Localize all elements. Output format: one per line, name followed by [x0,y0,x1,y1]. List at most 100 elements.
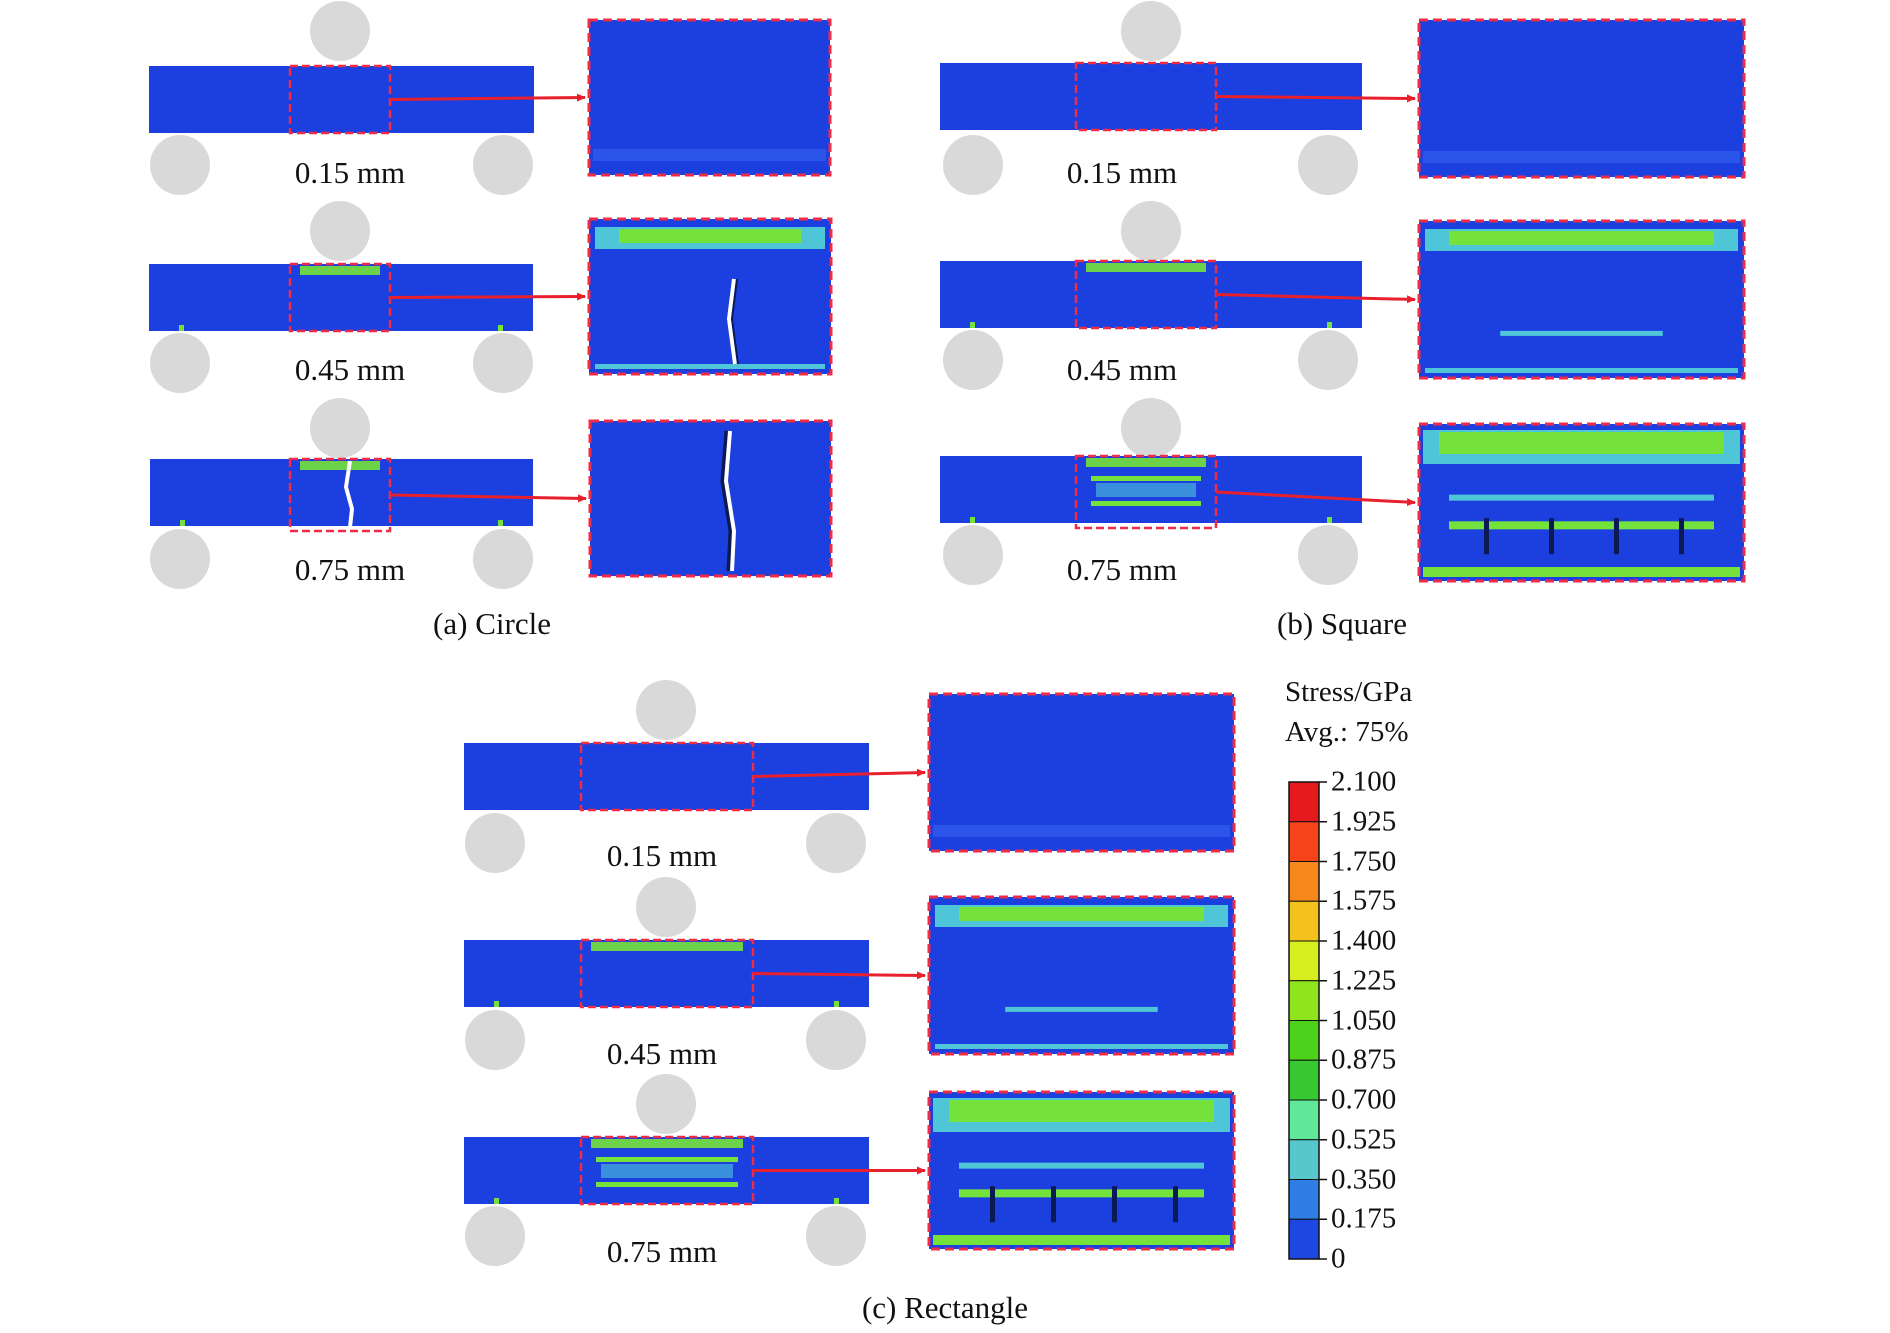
zoom-bottom-band [935,1044,1228,1049]
zoom-frame [587,18,832,177]
panel-c-disp-2: 0.45 mm [606,1036,718,1071]
zoom-frame [927,895,1236,1056]
zoom-arrow [389,493,587,503]
zoomed-detail [927,895,1236,1056]
zoom-crack [726,278,737,365]
beam-foot-stress-left [179,325,184,331]
zoomed-detail [587,18,832,177]
panel-b-row-2 [940,201,1746,390]
color-bar-segment [1288,1179,1320,1220]
zoom-bottom-band [1423,567,1740,577]
loading-roller [310,1,370,61]
loading-roller [636,680,696,740]
right-support-roller [806,1206,866,1266]
panel-a-row-3 [150,398,833,589]
color-bar-segment [1288,861,1320,902]
left-support-roller [465,1206,525,1266]
left-support-roller [465,813,525,873]
panel-b-row-3 [940,398,1746,585]
legend-tick-label: 0.350 [1331,1163,1397,1195]
legend-tick-label: 1.050 [1331,1004,1397,1036]
zoom-top-peak [959,907,1204,921]
legend-tick-label: 0.875 [1331,1043,1397,1076]
left-support-roller [150,333,210,393]
zoom-mid-stress [1500,330,1663,336]
zoom-bottom-band [593,149,826,161]
color-bar-segment [1288,1059,1320,1101]
beam-top-stress [300,266,380,275]
color-bar-segment [1288,1218,1320,1260]
beam-low-stress [1091,501,1201,506]
loading-roller [1121,1,1181,61]
legend-tick-label: 1.925 [1331,805,1397,838]
stress-color-bar [1288,781,1327,1260]
legend-tick-label: 0.175 [1331,1202,1397,1235]
zoom-bottom-band [933,825,1230,837]
legend-tick-label: 1.400 [1331,924,1397,957]
beam-top-stress [1086,458,1206,467]
zoom-top-peak [1449,231,1714,245]
panel-a-disp-1: 0.15 mm [294,155,406,190]
zoom-crack-shadow [730,278,739,365]
legend-tick-label: 2.100 [1331,765,1397,798]
beam-foot-stress-left [180,520,185,526]
beam-foot-stress-left [970,322,975,328]
beam [940,261,1362,328]
zoom-crack-3 [1614,518,1619,555]
zoom-bottom-band [1425,368,1738,373]
panel-b-disp-1: 0.15 mm [1066,155,1178,190]
zoom-arrow [752,768,926,778]
left-support-roller [150,135,210,195]
zoom-top-peak [619,229,801,243]
zoom-top-peak [1439,432,1724,454]
zoom-background [929,694,1234,851]
right-support-roller [473,529,533,589]
zoom-crack-2 [1051,1186,1056,1223]
zoom-background [590,421,831,576]
zoom-frame [587,217,833,376]
panel-c-disp-3: 0.75 mm [606,1234,718,1269]
beam-top-stress [1086,263,1206,272]
right-support-roller [1298,330,1358,390]
zoom-arrow [1215,490,1416,507]
zoom-frame [1417,18,1746,179]
color-bar-segment [1288,821,1320,862]
zoom-frame [1417,219,1746,380]
panel-a-row-2 [149,201,833,393]
zoom-arrow [389,292,586,301]
color-bar-segment [1288,1020,1320,1061]
right-support-roller [473,333,533,393]
beam-top-stress [591,942,743,951]
beam-foot-stress-right [834,1001,839,1007]
beam-mid-stress [1091,476,1201,481]
left-support-roller [943,135,1003,195]
panel-b-disp-2: 0.45 mm [1066,352,1178,387]
beam-foot-stress-right [834,1198,839,1204]
zoom-bottom-band [933,1235,1230,1245]
legend-tick-label: 0 [1331,1242,1346,1275]
panel-c-row-2 [464,877,1236,1070]
beam-foot-stress-left [494,1001,499,1007]
legend-tick-label: 0.525 [1331,1123,1397,1156]
zoom-top-peak [949,1100,1214,1122]
zoom-bottom-band [1423,151,1740,163]
legend-tick-label: 0.700 [1331,1083,1397,1116]
panel-c-caption: (c) Rectangle [861,1290,1029,1325]
zoom-arrow [1215,94,1416,103]
loading-roller [636,877,696,937]
zoom-background [1419,20,1744,177]
beam-top-stress [591,1139,743,1148]
color-bar-segment [1288,1099,1320,1141]
zoomed-detail [1417,18,1746,179]
zoom-crack-1 [990,1186,995,1223]
zoom-crack-1 [1484,518,1489,555]
color-bar-segment [1288,940,1320,982]
zoom-crack-4 [1679,518,1684,555]
beam-low-stress [596,1182,738,1187]
zoom-bottom-band [595,364,825,369]
zoom-frame [927,1090,1236,1251]
panel-a-disp-2: 0.45 mm [294,352,406,387]
zoom-arrow [1215,293,1416,304]
beam-foot-stress-right [1327,322,1332,328]
